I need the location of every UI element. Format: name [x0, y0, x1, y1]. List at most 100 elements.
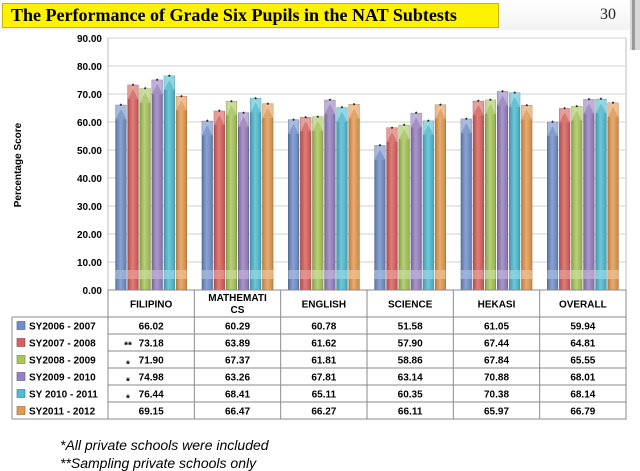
bar-marker: *: [218, 110, 221, 116]
legend-swatch: [16, 355, 26, 364]
slide-title: The Performance of Grade Six Pupils in t…: [11, 5, 457, 25]
bar-marker: *: [588, 99, 591, 105]
bar-marker: *: [612, 102, 615, 108]
bar-cap-shape: [300, 121, 311, 132]
bar-base-band: [497, 270, 508, 279]
y-tick-label: 0.00: [83, 286, 103, 297]
table-value: 67.81: [311, 373, 336, 384]
bar-marker: *: [132, 84, 135, 90]
legend-label: SY2009 - 2010: [29, 373, 96, 384]
bar-base-band: [214, 270, 225, 279]
table-value: 61.62: [311, 339, 336, 350]
bar: [571, 106, 583, 291]
category-label: ENGLISH: [302, 300, 346, 311]
bar-cap-shape: [473, 105, 484, 116]
bar: [484, 99, 497, 291]
table-value: 65.55: [570, 356, 595, 367]
bar-marker: *: [353, 103, 356, 109]
table-value: 51.58: [398, 322, 423, 333]
bar-marker: *: [439, 104, 442, 110]
legend-label: SY 2010 - 2011: [29, 390, 98, 401]
bar-marker: *: [526, 104, 529, 110]
bar: [250, 98, 262, 291]
table-value: 59.94: [570, 322, 595, 333]
bar-base-band: [115, 270, 127, 279]
table-value: 58.86: [398, 356, 423, 367]
bar: [374, 145, 386, 291]
bar: [127, 84, 139, 291]
bar-base-band: [583, 270, 595, 279]
bar-cap-shape: [262, 107, 273, 118]
significance-mark: *: [126, 360, 130, 371]
bar-cap-shape: [288, 123, 299, 134]
y-tick-label: 90.00: [77, 34, 102, 45]
bar-cap-shape: [398, 129, 410, 140]
category-label: OVERALL: [559, 300, 607, 311]
bar: [312, 116, 324, 291]
bar-base-band: [473, 270, 484, 279]
bar: [288, 119, 300, 291]
bar-cap-shape: [139, 92, 151, 103]
bar-base-band: [461, 270, 472, 279]
bar-marker: *: [144, 88, 147, 94]
bar-base-band: [571, 270, 583, 279]
bar-base-band: [202, 270, 213, 279]
bar-cap-shape: [509, 96, 520, 107]
category-label: SCIENCE: [388, 300, 433, 311]
bar-marker: *: [415, 112, 418, 118]
bar: [336, 107, 348, 291]
bar-marker: *: [254, 97, 257, 103]
bar-base-band: [139, 270, 151, 279]
legend-swatch: [16, 372, 26, 381]
bar-base-band: [262, 270, 273, 279]
table-value: 64.81: [570, 339, 595, 350]
bar-base-band: [226, 270, 237, 279]
bar-base-band: [521, 270, 532, 279]
table-value: 66.79: [570, 407, 595, 418]
bar: [163, 75, 175, 291]
bar: [607, 102, 619, 291]
footnote-private-sampling: **Sampling private schools only: [60, 455, 257, 471]
bar-marker: *: [156, 79, 159, 85]
y-tick-label: 30.00: [77, 202, 102, 213]
bar-base-band: [164, 270, 175, 279]
table-value: 63.14: [398, 373, 423, 384]
bar: [460, 118, 472, 291]
table-value: 63.89: [225, 339, 250, 350]
legend-label: SY2008 - 2009: [29, 356, 96, 367]
bar-base-band: [250, 270, 261, 279]
bar: [213, 110, 225, 291]
bar-marker: *: [477, 100, 480, 106]
bar-base-band: [509, 270, 520, 279]
bar-marker: *: [489, 99, 492, 105]
bar-marker: *: [267, 103, 270, 109]
bar-base-band: [288, 270, 299, 279]
table-value: 60.29: [225, 322, 250, 333]
legend-label: SY2011 - 2012: [29, 407, 96, 418]
category-label: MATHEMATI: [208, 293, 267, 304]
table-value: 63.26: [225, 373, 250, 384]
bar-base-band: [176, 270, 187, 279]
bar: [324, 99, 336, 291]
table-value: 60.35: [398, 390, 423, 401]
y-tick-label: 10.00: [77, 258, 102, 269]
table-value: 68.01: [570, 373, 595, 384]
legend-label: SY2006 - 2007: [29, 322, 96, 333]
y-tick-label: 20.00: [77, 230, 102, 241]
table-value: 74.98: [139, 373, 164, 384]
bar-marker: *: [551, 121, 554, 127]
bar: [496, 91, 509, 291]
bar: [595, 98, 607, 291]
table-value: 66.11: [398, 407, 423, 418]
bar-cap-shape: [151, 84, 163, 95]
bar-marker: *: [168, 75, 171, 81]
bar-base-band: [559, 270, 570, 279]
bar-base-band: [435, 270, 446, 279]
bar-marker: *: [120, 104, 123, 110]
bar-marker: *: [206, 120, 209, 126]
bar-base-band: [238, 270, 249, 279]
bar-marker: *: [305, 116, 308, 122]
bar-cap-shape: [202, 125, 213, 136]
legend-label: SY2007 - 2008: [29, 339, 96, 350]
bar-marker: *: [465, 118, 468, 124]
